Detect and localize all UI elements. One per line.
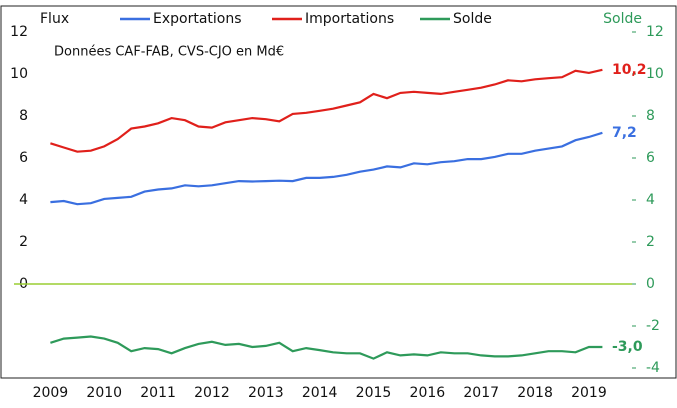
legend-label: Solde [453,11,492,27]
legend-label: Importations [305,11,394,27]
end-label: 7,2 [612,125,637,141]
x-tick-label: 2012 [194,385,230,401]
y2-tick-label: 4 [646,192,655,208]
x-tick-label: 2016 [410,385,446,401]
end-label: 10,2 [612,62,647,78]
y2-tick-label: 6 [646,150,655,166]
series-line [50,131,603,206]
x-tick-label: 2017 [463,385,499,401]
y2-tick-label: -2 [646,318,660,334]
y2-tick-label: 2 [646,234,655,250]
x-tick-label: 2010 [86,385,122,401]
y2-axis-label: Solde [603,11,642,27]
y2-tick-label: 12 [646,24,664,40]
x-tick-label: 2014 [302,385,338,401]
y-tick-label: 6 [19,150,28,166]
x-tick-label: 2015 [356,385,392,401]
annotation: Données CAF-FAB, CVS-CJO en Md€ [54,45,284,60]
y-tick-label: 2 [19,234,28,250]
y-tick-label: 4 [19,192,28,208]
y-tick-label: 10 [10,66,28,82]
series-line [50,335,603,360]
y2-tick-label: 8 [646,108,655,124]
end-label: -3,0 [612,339,643,355]
x-tick-label: 2019 [571,385,607,401]
y-tick-label: 8 [19,108,28,124]
x-tick-label: 2013 [248,385,284,401]
y2-tick-label: -4 [646,360,660,376]
x-tick-label: 2018 [517,385,553,401]
frame [0,5,677,379]
legend-label: Exportations [153,11,242,27]
x-tick-label: 2011 [140,385,176,401]
y-axis-label: Flux [40,11,69,27]
x-tick-label: 2009 [33,385,69,401]
y2-tick-label: 0 [646,276,655,292]
y-tick-label: 12 [10,24,28,40]
series-line [50,68,603,153]
y2-tick-label: 10 [646,66,664,82]
